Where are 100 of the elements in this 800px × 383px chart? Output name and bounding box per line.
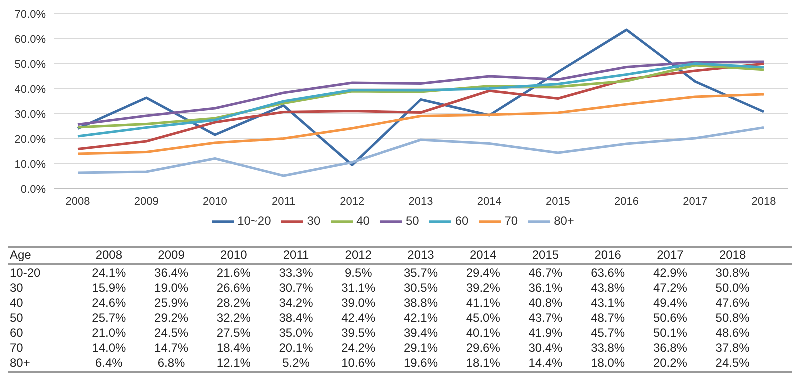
legend-label: 50 xyxy=(406,214,420,228)
data-label: 30.8% xyxy=(714,266,751,280)
text: 30 xyxy=(10,281,24,295)
category-label: 2008 xyxy=(96,248,123,262)
data-label: 6.8% xyxy=(156,356,186,370)
data-label: 43.7% xyxy=(528,311,564,325)
y-tick-label: 60.0% xyxy=(14,34,46,46)
x-tick-label: 2014 xyxy=(477,196,502,208)
data-label: 50.1% xyxy=(652,326,688,340)
data-label: 39.2% xyxy=(465,281,502,295)
text: Age xyxy=(10,248,32,262)
data-label: 19.0% xyxy=(154,281,190,295)
data-label: 14.0% xyxy=(91,341,128,355)
data-label: 32.2% xyxy=(216,311,252,325)
data-label: 49.4% xyxy=(652,296,688,310)
data-label: 15.9% xyxy=(91,281,128,295)
data-label: 42.1% xyxy=(402,311,440,325)
data-label: 35.0% xyxy=(278,326,314,340)
data-label: 26.6% xyxy=(216,281,252,295)
data-label: 48.7% xyxy=(590,311,626,325)
data-label: 42.4% xyxy=(340,311,377,325)
data-label: 24.2% xyxy=(340,341,377,355)
legend-label: 60 xyxy=(455,214,469,228)
x-tick-label: 2017 xyxy=(683,196,708,208)
text: 80+ xyxy=(10,356,30,370)
data-label: 18.0% xyxy=(590,356,626,370)
data-label: 42.9% xyxy=(652,266,688,280)
x-tick-label: 2008 xyxy=(66,196,90,208)
data-label: 40.1% xyxy=(465,326,502,340)
data-label: 39.4% xyxy=(402,326,440,340)
x-tick-label: 2018 xyxy=(752,196,776,208)
data-label: 35.7% xyxy=(402,266,440,280)
data-label: 27.5% xyxy=(216,326,252,340)
x-tick-label: 2016 xyxy=(614,196,640,208)
data-label: 6.4% xyxy=(94,356,124,370)
data-label: 45.7% xyxy=(590,326,626,340)
x-tick-label: 2013 xyxy=(408,196,434,208)
data-label: 21.6% xyxy=(216,266,252,280)
data-label: 18.1% xyxy=(465,356,502,370)
data-label: 36.8% xyxy=(652,341,688,355)
data-label: 39.0% xyxy=(340,296,377,310)
data-label: 31.1% xyxy=(340,281,377,295)
category-label: 2016 xyxy=(594,248,622,262)
data-label: 38.4% xyxy=(278,311,314,325)
data-label: 33.8% xyxy=(590,341,626,355)
data-label: 50.8% xyxy=(714,311,751,325)
data-label: 9.5% xyxy=(344,266,374,280)
x-tick-label: 2009 xyxy=(134,196,159,208)
data-label: 50.0% xyxy=(714,281,751,295)
data-label: 19.6% xyxy=(402,356,440,370)
category-label: 2012 xyxy=(345,248,372,262)
data-label: 47.6% xyxy=(714,296,751,310)
data-label: 30.5% xyxy=(402,281,440,295)
category-label: 2015 xyxy=(532,248,560,262)
x-tick-label: 2010 xyxy=(202,196,228,208)
y-tick-label: 0.0% xyxy=(20,184,46,196)
data-label: 43.1% xyxy=(590,296,626,310)
data-label: 14.7% xyxy=(154,341,190,355)
data-label: 29.2% xyxy=(154,311,190,325)
data-label: 34.2% xyxy=(278,296,314,310)
data-label: 29.1% xyxy=(402,341,440,355)
category-label: 2014 xyxy=(470,248,497,262)
text: 40 xyxy=(10,296,24,310)
text: 70 xyxy=(10,341,24,355)
data-label: 36.1% xyxy=(528,281,564,295)
data-label: 24.1% xyxy=(91,266,128,280)
data-label: 21.0% xyxy=(91,326,128,340)
data-label: 24.5% xyxy=(714,356,751,370)
data-label: 46.7% xyxy=(528,266,564,280)
legend-label: 80+ xyxy=(554,214,574,228)
data-label: 33.3% xyxy=(278,266,314,280)
data-label: 43.8% xyxy=(590,281,626,295)
data-label: 14.4% xyxy=(528,356,564,370)
data-label: 20.2% xyxy=(652,356,688,370)
line-series xyxy=(76,126,766,178)
data-label: 63.6% xyxy=(590,266,626,280)
data-label: 30.7% xyxy=(278,281,314,295)
y-tick-label: 50.0% xyxy=(14,58,46,71)
data-label: 41.1% xyxy=(465,296,502,310)
data-label: 50.6% xyxy=(652,311,688,325)
category-label: 2018 xyxy=(719,248,746,262)
data-label: 28.2% xyxy=(216,296,252,310)
category-label: 2010 xyxy=(220,248,248,262)
data-label: 38.8% xyxy=(402,296,440,310)
category-label: 2009 xyxy=(158,248,185,262)
text: 50 xyxy=(10,311,24,325)
category-label: 2013 xyxy=(408,248,434,262)
category-label: 2017 xyxy=(657,248,684,262)
y-tick-label: 70.0% xyxy=(14,8,46,21)
y-tick-label: 40.0% xyxy=(14,84,46,96)
legend-label: 40 xyxy=(356,214,370,228)
data-label: 47.2% xyxy=(652,281,688,295)
data-label: 29.6% xyxy=(465,341,502,355)
data-label: 25.9% xyxy=(154,296,190,310)
data-label: 20.1% xyxy=(278,341,314,355)
data-label: 24.6% xyxy=(91,296,128,310)
data-label: 10.6% xyxy=(340,356,377,370)
data-label: 5.2% xyxy=(282,356,311,370)
data-label: 29.4% xyxy=(465,266,502,280)
y-tick-label: 30.0% xyxy=(14,108,46,121)
